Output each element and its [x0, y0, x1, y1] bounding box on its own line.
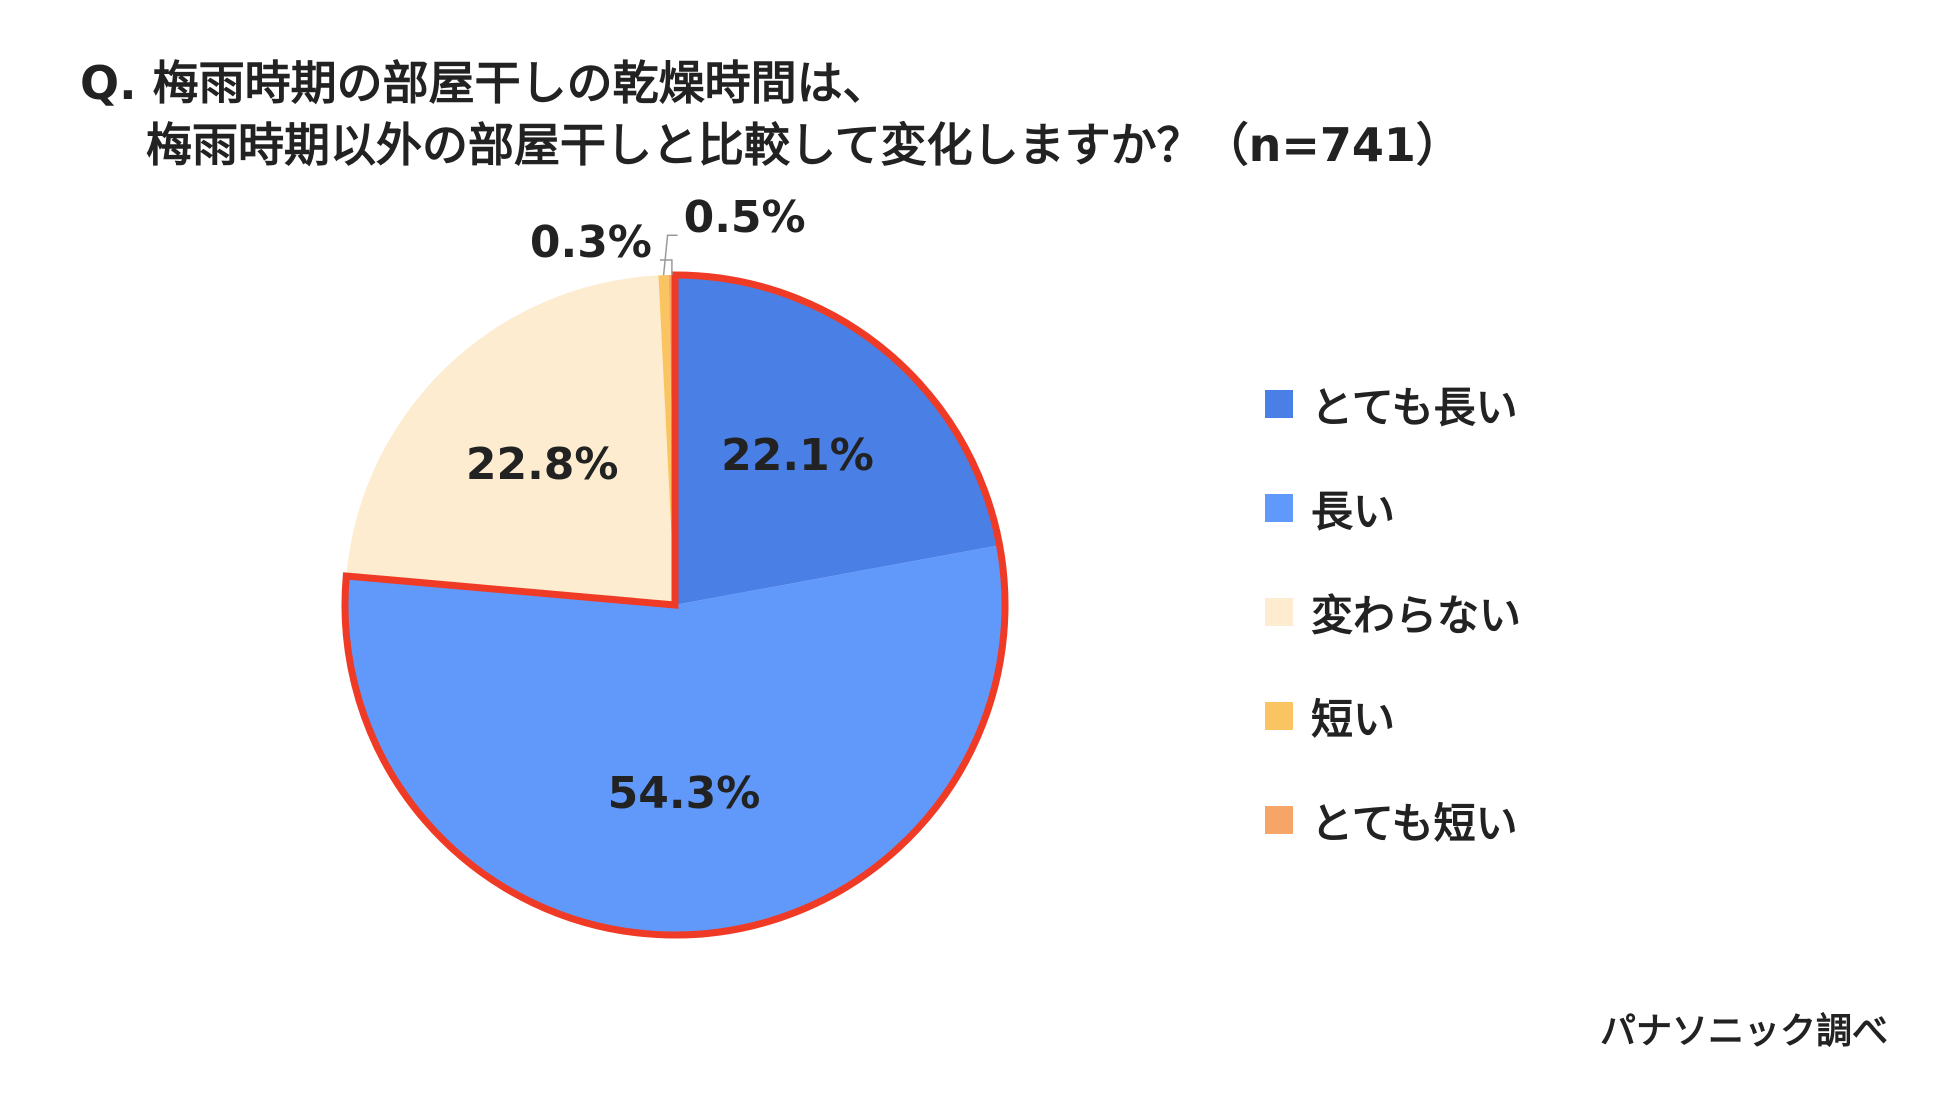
legend-swatch — [1265, 806, 1293, 834]
legend-swatch — [1265, 390, 1293, 418]
legend-swatch — [1265, 598, 1293, 626]
chart-title: Q. 梅雨時期の部屋干しの乾燥時間は、 梅雨時期以外の部屋干しと比較して変化しま… — [80, 52, 1462, 176]
leader-line — [659, 259, 673, 275]
pie-slice-1 — [675, 275, 1000, 605]
leader-line — [662, 234, 678, 276]
data-label: 54.3% — [608, 768, 761, 819]
pie-slice-3 — [346, 275, 675, 605]
legend-item: とても短い — [1265, 794, 1521, 848]
legend-item: 長い — [1265, 482, 1521, 536]
legend-label: 変わらない — [1311, 590, 1522, 640]
data-label: 22.1% — [721, 430, 874, 481]
legend-label: とても短い — [1311, 798, 1518, 848]
legend-item: 短い — [1265, 690, 1521, 744]
pie-slice-4 — [658, 275, 675, 605]
legend-swatch — [1265, 702, 1293, 730]
pie-slice-2 — [345, 545, 1006, 936]
legend-label: 長い — [1311, 486, 1396, 536]
highlight-outline — [341, 271, 1009, 939]
legend-item: 変わらない — [1265, 586, 1521, 640]
legend-label: 短い — [1311, 694, 1396, 744]
legend-label: とても長い — [1311, 382, 1518, 432]
data-label: 0.3% — [530, 217, 652, 268]
title-line-1: Q. 梅雨時期の部屋干しの乾燥時間は、 — [80, 56, 889, 110]
data-label: 0.5% — [684, 192, 806, 243]
source-note: パナソニック調べ — [1599, 1011, 1888, 1052]
data-label: 22.8% — [466, 439, 619, 490]
legend: とても長い 長い 変わらない 短い とても短い — [1265, 378, 1521, 898]
legend-swatch — [1265, 494, 1293, 522]
legend-item: とても長い — [1265, 378, 1521, 432]
title-line-2: 梅雨時期以外の部屋干しと比較して変化しますか？（n=741） — [146, 118, 1462, 172]
